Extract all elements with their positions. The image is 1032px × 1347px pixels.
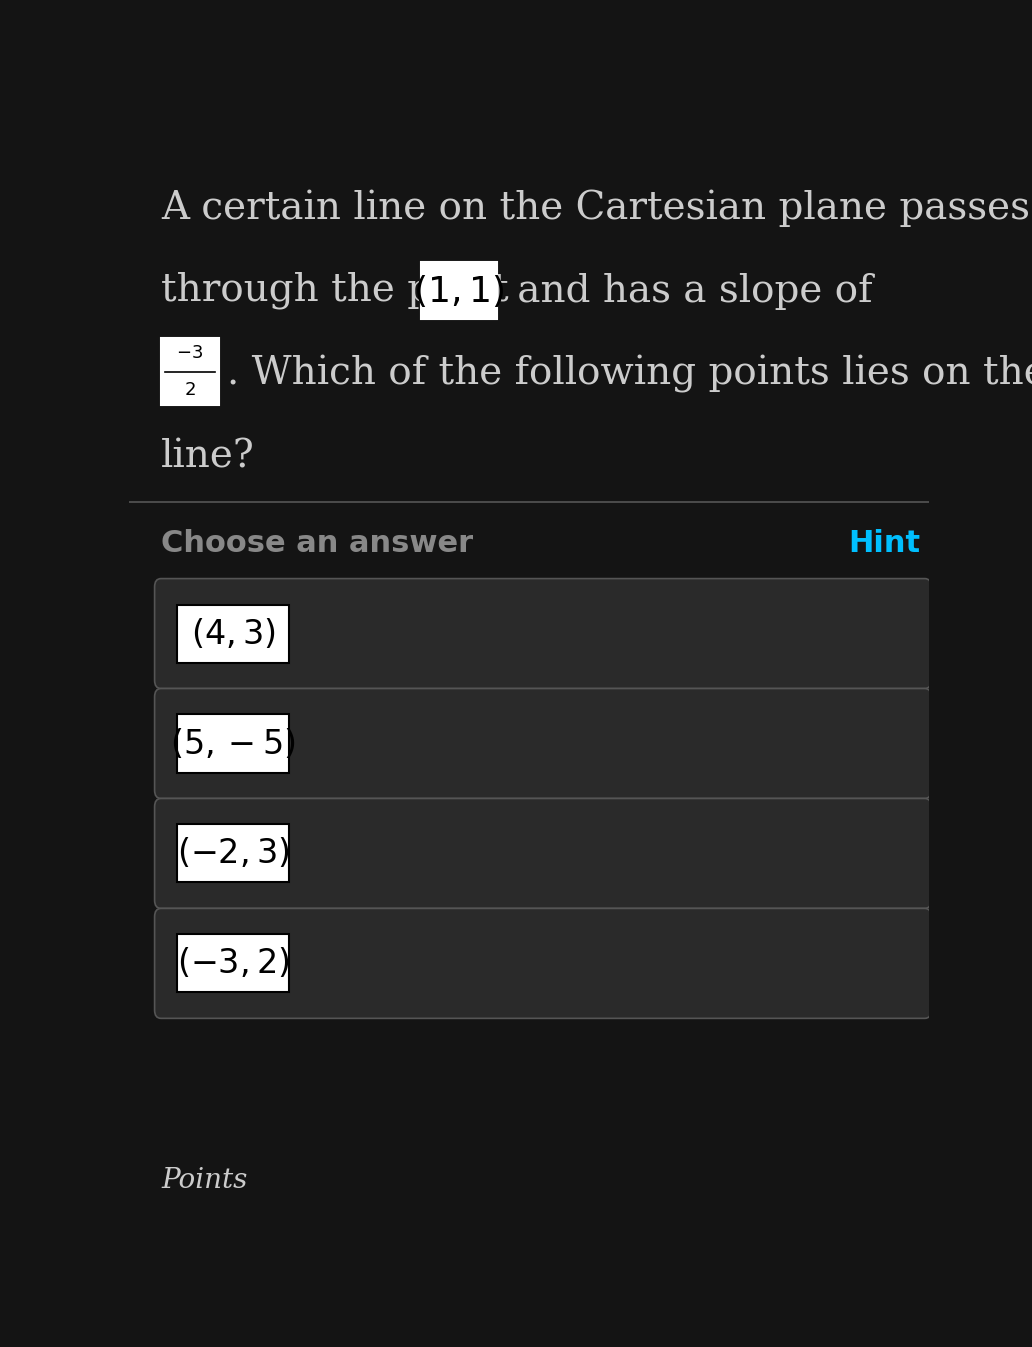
Text: Points: Points <box>161 1167 248 1193</box>
Text: $-3$: $-3$ <box>176 343 203 362</box>
Text: line?: line? <box>161 439 255 475</box>
Text: $(−3, 2)$: $(−3, 2)$ <box>176 947 289 981</box>
Text: through the point: through the point <box>161 272 521 310</box>
Text: A certain line on the Cartesian plane passes: A certain line on the Cartesian plane pa… <box>161 190 1030 228</box>
Text: $(4, 3)$: $(4, 3)$ <box>191 617 276 651</box>
FancyBboxPatch shape <box>155 799 931 908</box>
FancyBboxPatch shape <box>178 714 289 773</box>
FancyBboxPatch shape <box>161 338 219 405</box>
FancyBboxPatch shape <box>155 688 931 799</box>
Text: and has a slope of: and has a slope of <box>505 273 872 310</box>
Text: $(5, −5)$: $(5, −5)$ <box>170 726 296 761</box>
FancyBboxPatch shape <box>421 263 497 319</box>
FancyBboxPatch shape <box>155 579 931 688</box>
FancyBboxPatch shape <box>155 908 931 1018</box>
Text: Choose an answer: Choose an answer <box>161 529 473 558</box>
FancyBboxPatch shape <box>178 935 289 993</box>
Text: $(−2, 3)$: $(−2, 3)$ <box>176 836 289 870</box>
FancyBboxPatch shape <box>178 824 289 882</box>
Text: $2$: $2$ <box>184 381 196 399</box>
Text: $(1, 1)$: $(1, 1)$ <box>413 273 505 310</box>
Text: Hint: Hint <box>848 529 921 558</box>
FancyBboxPatch shape <box>178 605 289 663</box>
Text: . Which of the following points lies on the: . Which of the following points lies on … <box>227 356 1032 393</box>
